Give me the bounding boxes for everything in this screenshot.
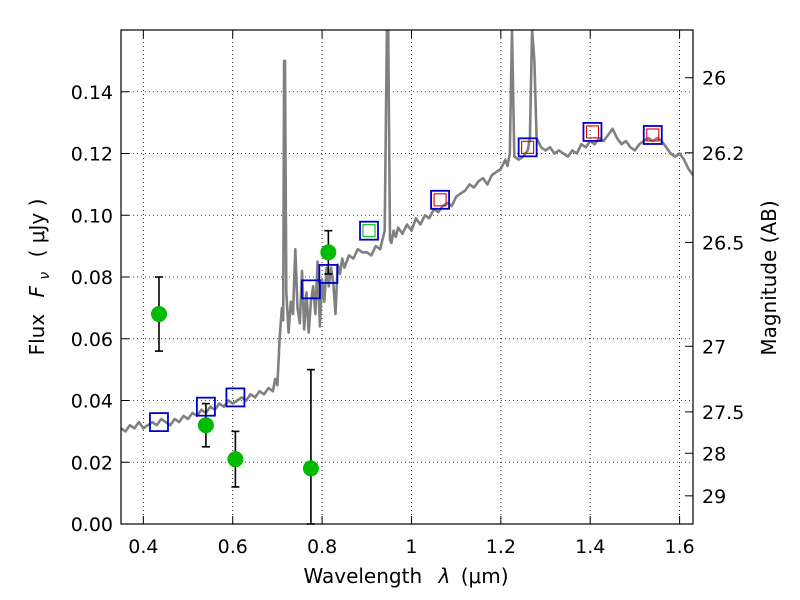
y-tick-label: 0.08 — [71, 267, 113, 289]
y-tick-label: 0.14 — [71, 82, 113, 104]
y-tick-label: 0.02 — [71, 452, 113, 474]
y2-axis-label: Magnitude (AB) — [757, 200, 781, 355]
observed-point — [150, 306, 167, 323]
model-square-inner — [521, 140, 535, 154]
x-tick-label: 1.2 — [486, 536, 516, 558]
x-axis-label-prefix: Wavelength — [303, 564, 422, 588]
y2-tick-label: 27 — [702, 336, 726, 358]
grid — [121, 30, 693, 524]
x-tick-label: 1.6 — [664, 536, 694, 558]
y-axis-label-unit: ( μJy ) — [25, 199, 49, 258]
x-tick-label: 0.8 — [307, 536, 337, 558]
y-axis-label: Flux F ν ( μJy ) — [25, 199, 54, 356]
model-square — [318, 264, 339, 284]
observed-point — [302, 460, 319, 477]
y2-tick-label: 26.5 — [702, 232, 744, 254]
x-axis-label: Wavelength λ (μm) — [303, 564, 508, 588]
model-square — [642, 125, 663, 145]
model-square — [301, 279, 321, 300]
model-square-inner — [433, 193, 447, 207]
x-tick-label: 0.4 — [128, 536, 158, 558]
y2-tick-label: 27.5 — [702, 402, 744, 424]
y2-tick-label: 26.2 — [702, 143, 744, 165]
observed-point — [320, 244, 337, 261]
y-tick-label: 0.06 — [71, 329, 113, 351]
model-square — [225, 387, 246, 408]
model-square-inner — [646, 128, 660, 142]
model-square — [149, 412, 169, 433]
x-tick-label: 0.6 — [218, 536, 248, 558]
y-tick-label: 0.12 — [71, 144, 113, 166]
model-square — [196, 396, 216, 417]
model-square — [517, 137, 538, 158]
plot-frame — [120, 29, 694, 525]
spectrum-line — [121, 30, 693, 433]
y2-tick-label: 29 — [702, 486, 726, 508]
x-tick-label: 1 — [405, 536, 417, 558]
y-tick-label: 0.04 — [71, 391, 113, 413]
y2-tick-label: 28 — [702, 443, 726, 465]
observed-point — [227, 451, 244, 468]
model-square — [359, 220, 379, 241]
y-axis-label-prefix: Flux — [25, 314, 49, 356]
y2-tick-label: 26 — [702, 68, 726, 90]
y-axis-label-subscript: ν — [37, 272, 53, 280]
x-axis-label-unit: (μm) — [461, 564, 509, 588]
model-square — [430, 189, 450, 210]
y-axis-label-symbol: F — [25, 285, 49, 297]
model-square — [582, 121, 603, 142]
model-square-inner — [585, 125, 600, 139]
y-tick-label: 0.10 — [71, 205, 113, 227]
x-tick-label: 1.4 — [575, 536, 605, 558]
marker-layer — [149, 121, 663, 525]
x-axis-label-symbol: λ — [438, 564, 451, 588]
observed-point — [197, 417, 214, 434]
model-square-inner — [362, 224, 376, 238]
axes: 0.4 0.6 0.8 1 1.2 1.4 1.6 0.00 0.02 0.04 0.06 0.08 0… — [71, 30, 744, 558]
y-tick-label: 0.00 — [71, 514, 113, 536]
spectrum-layer — [121, 30, 693, 433]
